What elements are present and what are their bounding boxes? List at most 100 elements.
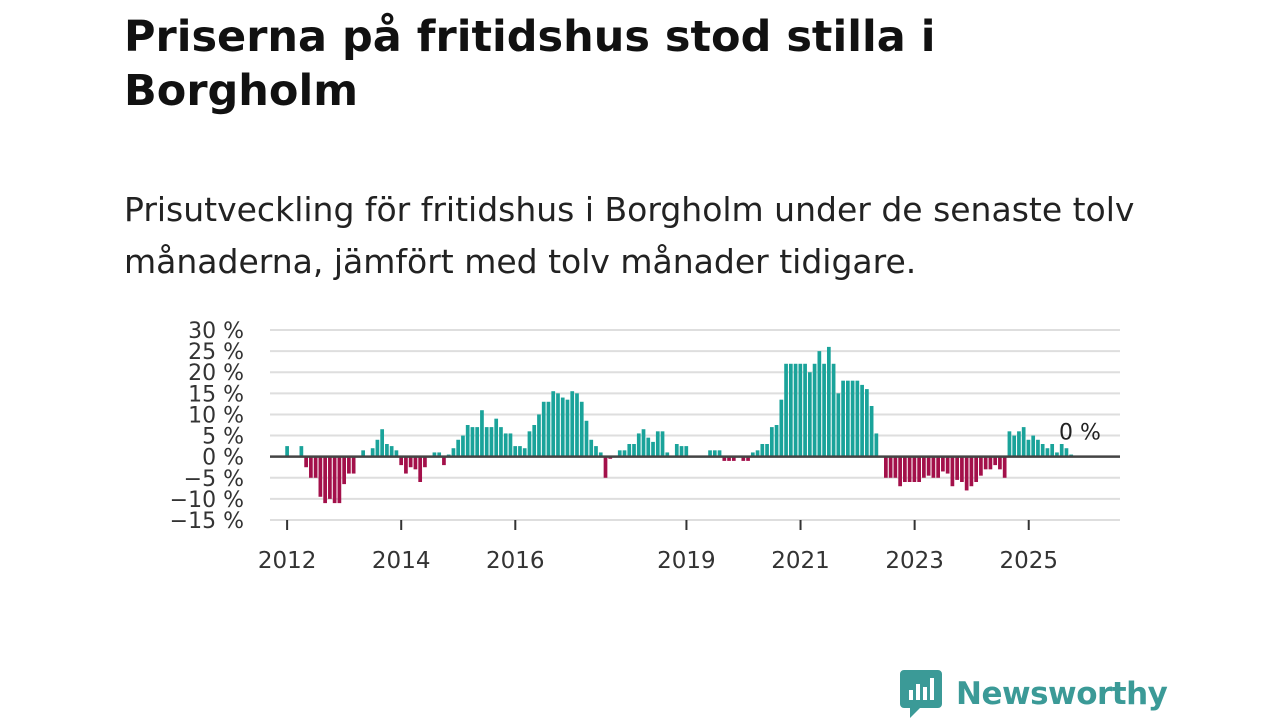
bar <box>337 456 342 504</box>
bar <box>570 391 575 457</box>
bar <box>351 456 356 474</box>
bar <box>855 380 860 457</box>
y-axis: 30 %25 %20 %15 %10 %5 %0 %−5 %−10 %−15 % <box>170 319 244 534</box>
bar <box>717 450 722 457</box>
bar <box>860 384 864 457</box>
bar <box>370 448 375 457</box>
bar <box>603 456 608 478</box>
bar <box>727 456 731 461</box>
brand-name: Newsworthy <box>956 676 1168 712</box>
bar <box>1002 456 1007 478</box>
bar <box>484 427 489 457</box>
bar <box>394 450 399 457</box>
bar <box>903 456 907 482</box>
bar <box>304 456 308 468</box>
bar <box>475 427 480 457</box>
bar <box>822 363 826 457</box>
chart-title: Priserna på fritidshus stod stilla i Bor… <box>124 12 936 116</box>
bar <box>328 456 332 499</box>
bar <box>575 393 579 457</box>
bar <box>389 446 394 457</box>
bar <box>865 389 869 457</box>
bar <box>347 456 351 474</box>
bar <box>1050 444 1055 457</box>
bar <box>1036 439 1040 457</box>
bar <box>456 439 461 457</box>
bar <box>641 429 646 457</box>
bar <box>1045 448 1050 457</box>
bar <box>893 456 898 478</box>
last-value-label: 0 % <box>1059 421 1101 446</box>
y-tick-label: −5 % <box>184 467 244 492</box>
bar <box>974 456 979 482</box>
bar <box>926 456 931 476</box>
bar <box>793 363 798 457</box>
bar <box>622 450 627 457</box>
bar <box>442 456 446 466</box>
bar <box>779 399 784 457</box>
bar <box>831 363 836 457</box>
bar <box>836 393 841 457</box>
bar <box>309 456 313 478</box>
bar <box>527 431 532 457</box>
bar <box>660 431 665 457</box>
bar <box>423 456 427 468</box>
bar <box>1017 431 1021 457</box>
newsworthy-logo[interactable]: Newsworthy <box>900 668 1168 720</box>
bar <box>537 414 541 457</box>
bar <box>385 444 389 457</box>
bar <box>451 448 456 457</box>
bar <box>874 433 879 457</box>
bar <box>375 439 380 457</box>
bar <box>413 456 418 470</box>
bar <box>846 380 850 457</box>
bar <box>1021 427 1026 457</box>
bar <box>983 456 988 470</box>
bar <box>285 446 289 457</box>
bar <box>551 391 556 457</box>
bar <box>936 456 940 478</box>
bar <box>432 452 437 457</box>
bar <box>508 433 513 457</box>
x-tick-label: 2025 <box>999 548 1058 574</box>
bar <box>361 450 365 457</box>
bar <box>461 435 465 457</box>
bar <box>437 452 442 457</box>
bar <box>513 446 518 457</box>
y-tick-label: −15 % <box>170 509 244 534</box>
y-tick-label: −10 % <box>170 488 244 513</box>
bar <box>850 380 855 457</box>
bar <box>1012 435 1017 457</box>
bar <box>917 456 921 482</box>
bar <box>979 456 983 476</box>
bar <box>1059 444 1064 457</box>
bar <box>826 346 831 457</box>
bar <box>408 456 413 468</box>
bar <box>655 431 660 457</box>
bar <box>746 456 750 461</box>
bar <box>342 456 346 485</box>
bar <box>964 456 969 491</box>
bar <box>565 399 570 457</box>
bar <box>731 456 736 461</box>
newsworthy-logo-icon <box>900 670 942 718</box>
bar <box>532 425 537 457</box>
bar <box>636 433 641 457</box>
bar <box>912 456 917 482</box>
bar <box>774 425 779 457</box>
y-tick-label: 25 % <box>188 340 244 365</box>
x-tick-label: 2019 <box>657 548 716 574</box>
bar <box>503 433 508 457</box>
bar <box>841 380 845 457</box>
bar <box>1031 435 1036 457</box>
bar <box>1040 444 1045 457</box>
chart-subtitle: Prisutveckling för fritidshus i Borgholm… <box>124 190 1135 281</box>
bar <box>404 456 408 474</box>
bar <box>617 450 622 457</box>
bar <box>1026 439 1031 457</box>
y-tick-label: 15 % <box>188 382 244 407</box>
bar <box>969 456 974 487</box>
bar <box>1064 448 1069 457</box>
bar <box>884 456 888 478</box>
x-tick-label: 2012 <box>258 548 317 574</box>
